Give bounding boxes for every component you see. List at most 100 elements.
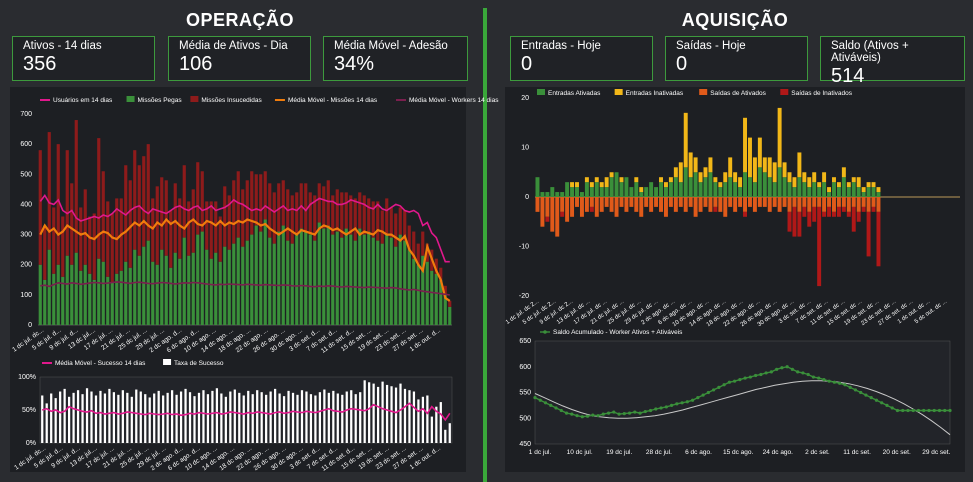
saldo-point bbox=[769, 370, 773, 374]
bar-saidas-ativados bbox=[599, 197, 604, 212]
bar-saidas-ativados bbox=[822, 197, 827, 212]
bar-entradas-ativadas bbox=[673, 177, 678, 197]
bar-saidas-inativados bbox=[807, 211, 812, 227]
bar-missoes-insucedidas bbox=[340, 192, 344, 238]
bar-entradas-inativadas bbox=[752, 157, 757, 183]
bar-saidas-ativados bbox=[792, 197, 797, 207]
bar-saidas-inativados bbox=[802, 206, 807, 217]
bar-entradas-ativadas bbox=[703, 177, 708, 197]
bar-missoes-pegas bbox=[344, 228, 348, 325]
bar-missoes-pegas bbox=[394, 246, 398, 325]
bar-missoes-pegas bbox=[65, 255, 69, 325]
bar-taxa-sucesso bbox=[153, 393, 156, 443]
saldo-point bbox=[796, 370, 800, 374]
plot-area-saldo bbox=[534, 340, 951, 445]
bar-entradas-ativadas bbox=[832, 182, 836, 197]
bar-missoes-insucedidas bbox=[353, 198, 357, 241]
bar-entradas-ativadas bbox=[752, 182, 757, 197]
bar-missoes-pegas bbox=[353, 240, 357, 325]
bar-entradas-ativadas bbox=[822, 182, 827, 197]
bar-taxa-sucesso bbox=[273, 388, 277, 443]
bar-saidas-ativados bbox=[584, 197, 589, 212]
bar-missoes-insucedidas bbox=[38, 150, 42, 265]
bar-missoes-pegas bbox=[439, 279, 443, 325]
kpi-value: 0 bbox=[521, 53, 533, 75]
bar-entradas-inativadas bbox=[575, 182, 579, 188]
bar-entradas-inativadas bbox=[743, 117, 748, 173]
bar-taxa-sucesso bbox=[54, 398, 57, 443]
bar-entradas-ativadas bbox=[570, 187, 575, 197]
bar-entradas-inativadas bbox=[738, 177, 743, 188]
bar-missoes-pegas bbox=[227, 249, 231, 325]
bar-entradas-inativadas bbox=[876, 187, 881, 193]
bar-missoes-pegas bbox=[380, 243, 384, 325]
bar-missoes-pegas bbox=[389, 237, 393, 325]
bar-saidas-ativados bbox=[703, 197, 708, 207]
bar-saidas-inativados bbox=[866, 211, 871, 257]
y-tick-label: 500 bbox=[20, 171, 32, 178]
saldo-point bbox=[690, 398, 695, 402]
y-tick-label: 100% bbox=[18, 374, 36, 381]
bar-missoes-pegas bbox=[209, 258, 213, 325]
bar-taxa-sucesso bbox=[224, 396, 227, 443]
bar-missoes-pegas bbox=[340, 237, 344, 325]
bar-taxa-sucesso bbox=[300, 390, 304, 443]
bar-entradas-ativadas bbox=[841, 177, 846, 197]
saldo-point bbox=[764, 371, 768, 375]
legend-swatch bbox=[126, 96, 135, 102]
bar-missoes-insucedidas bbox=[385, 198, 389, 235]
bar-missoes-insucedidas bbox=[398, 207, 402, 235]
y-tick-label: 550 bbox=[519, 390, 531, 397]
saldo-point bbox=[780, 366, 784, 370]
bar-taxa-sucesso bbox=[278, 393, 281, 443]
saldo-point bbox=[591, 413, 595, 417]
bar-missoes-pegas bbox=[403, 240, 407, 325]
y-tick-label: 0% bbox=[26, 440, 36, 447]
bar-entradas-ativadas bbox=[654, 187, 659, 197]
y-tick-label: -10 bbox=[519, 244, 529, 251]
bar-missoes-insucedidas bbox=[61, 216, 65, 277]
bar-missoes-pegas bbox=[263, 219, 267, 325]
bar-taxa-sucesso bbox=[350, 390, 353, 443]
bar-missoes-pegas bbox=[173, 252, 177, 325]
bar-saidas-ativados bbox=[594, 197, 599, 217]
kpi-label: Saídas - Hoje bbox=[676, 40, 746, 52]
kpi-value: 514 bbox=[831, 65, 865, 87]
x-tick-label: 10 dc jul. bbox=[567, 449, 593, 456]
bar-entradas-inativadas bbox=[619, 177, 624, 183]
bar-missoes-pegas bbox=[308, 234, 312, 325]
bar-taxa-sucesso bbox=[309, 394, 313, 443]
bar-missoes-insucedidas bbox=[52, 207, 56, 274]
bar-entradas-inativadas bbox=[688, 152, 693, 178]
bar-taxa-sucesso bbox=[394, 387, 398, 443]
bar-taxa-sucesso bbox=[403, 388, 407, 443]
bar-taxa-sucesso bbox=[314, 395, 317, 443]
legend-label: Saídas de Inativados bbox=[791, 90, 852, 97]
bar-saidas-ativados bbox=[629, 197, 634, 207]
bar-saidas-ativados bbox=[654, 197, 659, 207]
saldo-point bbox=[727, 380, 731, 384]
bar-taxa-sucesso bbox=[260, 392, 263, 443]
saldo-point bbox=[712, 388, 716, 392]
bar-entradas-inativadas bbox=[683, 112, 688, 168]
bar-missoes-pegas bbox=[101, 261, 105, 325]
bar-taxa-sucesso bbox=[332, 390, 335, 443]
bar-missoes-pegas bbox=[322, 228, 326, 325]
x-tick-label: 15 dc ago. bbox=[723, 449, 754, 456]
bar-saidas-ativados bbox=[718, 197, 723, 212]
bar-missoes-pegas bbox=[191, 252, 195, 325]
bar-missoes-pegas bbox=[178, 258, 182, 325]
bar-missoes-pegas bbox=[38, 264, 42, 325]
kpi-card-ativos: Ativos - 14 dias 356 bbox=[12, 36, 155, 81]
bar-missoes-insucedidas bbox=[88, 216, 92, 274]
bar-entradas-inativadas bbox=[841, 167, 846, 178]
bar-saidas-ativados bbox=[624, 197, 629, 212]
bar-saidas-ativados bbox=[762, 197, 767, 207]
bar-missoes-insucedidas bbox=[259, 174, 263, 232]
bar-taxa-sucesso bbox=[345, 391, 348, 443]
legend-swatch bbox=[699, 89, 708, 95]
bar-taxa-sucesso bbox=[376, 386, 380, 443]
saldo-point bbox=[801, 371, 805, 375]
bar-missoes-pegas bbox=[254, 225, 258, 325]
bar-saidas-ativados bbox=[772, 197, 777, 207]
